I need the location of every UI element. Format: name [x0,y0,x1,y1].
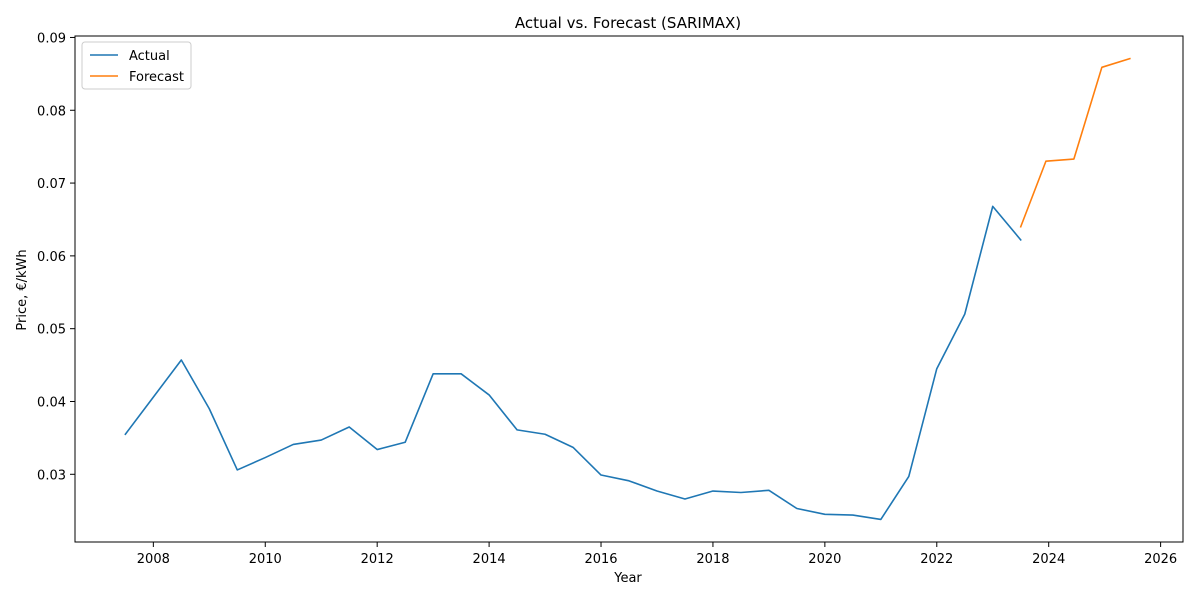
x-tick-label: 2018 [696,552,729,567]
x-tick-label: 2022 [920,552,953,567]
y-tick-label: 0.07 [37,177,66,192]
chart-title: Actual vs. Forecast (SARIMAX) [515,14,741,32]
y-tick-label: 0.04 [37,395,66,410]
legend-label-actual: Actual [129,49,170,64]
series-line-forecast [1019,57,1131,228]
x-tick-label: 2014 [473,552,506,567]
y-tick-label: 0.08 [37,104,66,119]
x-tick-label: 2010 [249,552,282,567]
y-axis-label: Price, €/kWh [15,249,30,330]
y-tick-label: 0.06 [37,250,66,265]
legend-label-forecast: Forecast [129,70,184,85]
plot-frame [74,35,1184,543]
x-tick-label: 2024 [1032,552,1065,567]
x-tick-label: 2016 [584,552,617,567]
x-axis-label: Year [613,571,642,586]
y-tick-label: 0.03 [37,468,66,483]
legend: Actual Forecast [81,41,192,90]
y-tick-label: 0.05 [37,323,66,338]
series-lines [124,57,1131,521]
series-line-actual [124,205,1022,521]
x-tick-label: 2008 [137,552,170,567]
axis-ticks: 2008 2010 2012 2014 2016 2018 2020 2022 2024 2026… [37,31,1177,567]
x-tick-label: 2012 [361,552,394,567]
legend-box [81,41,192,90]
x-tick-label: 2026 [1144,552,1177,567]
x-tick-label: 2020 [808,552,841,567]
y-tick-label: 0.09 [37,31,66,46]
